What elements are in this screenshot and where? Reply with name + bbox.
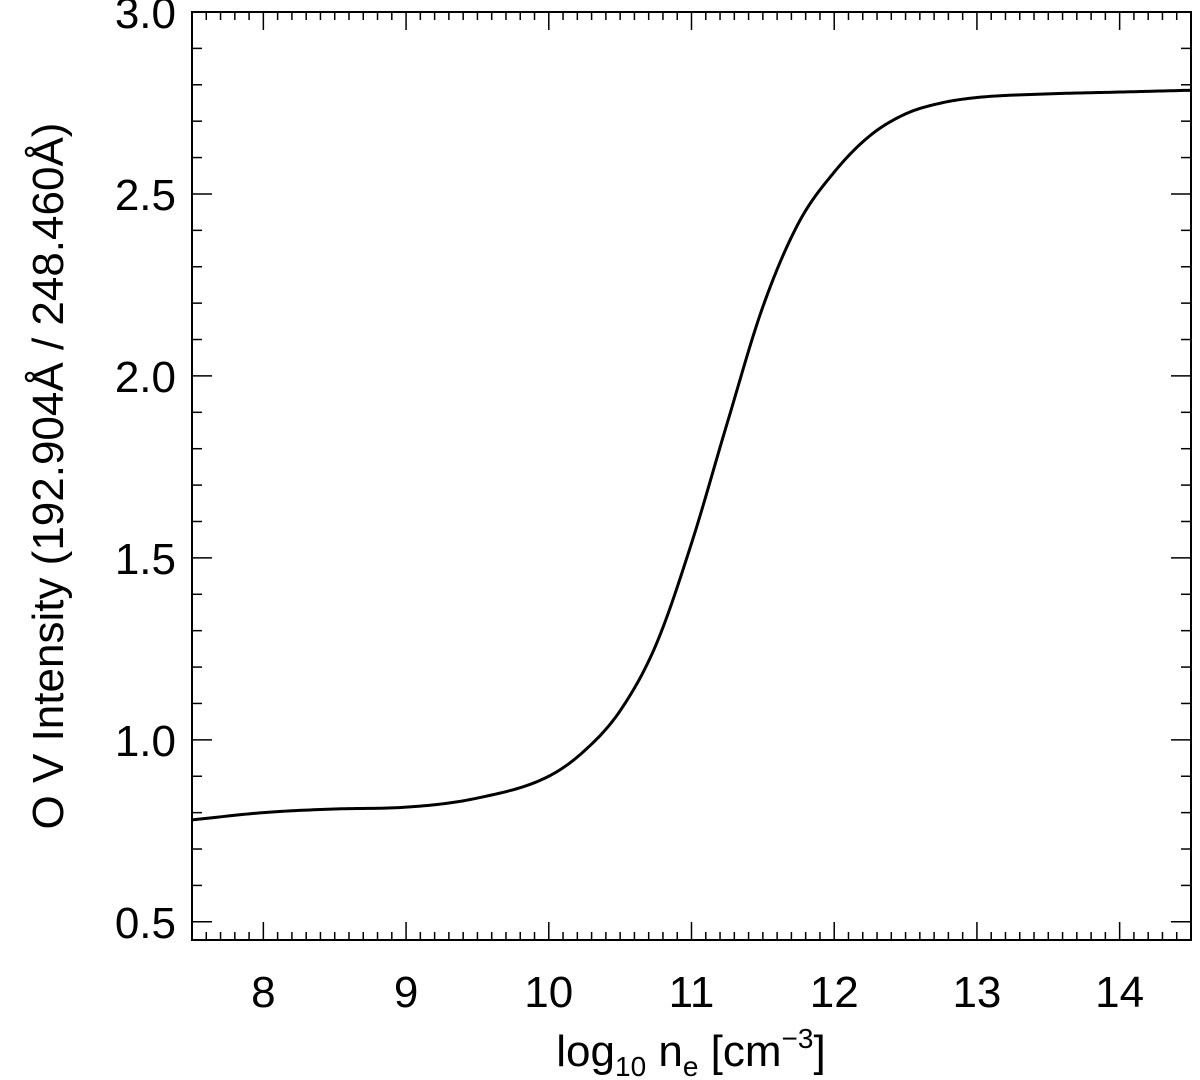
x-tick-label: 12 [810, 968, 859, 1017]
data-line [191, 88, 1192, 822]
x-tick-label: 11 [669, 968, 715, 1017]
ticks [191, 11, 1192, 940]
y-tick-label: 2.5 [115, 171, 176, 220]
y-axis-title: O V Intensity (192.904Å / 248.460Å) [24, 123, 73, 830]
x-tick-label: 10 [524, 968, 573, 1017]
y-tick-label: 3.0 [115, 0, 176, 38]
y-tick-label: 1.0 [115, 717, 176, 766]
x-tick-label: 13 [952, 968, 1001, 1017]
y-tick-label: 1.5 [115, 535, 176, 584]
x-tick-label: 8 [251, 968, 275, 1017]
x-axis-title: log10 ne [cm−3] [556, 1023, 825, 1080]
tick-labels: 8 9 10 11 12 13 14 0.5 1.0 1.5 2.0 2.5 3.0 [115, 0, 1144, 1017]
y-tick-label: 0.5 [115, 899, 176, 948]
x-tick-label: 14 [1095, 968, 1144, 1017]
x-tick-label: 9 [394, 968, 418, 1017]
y-tick-label: 2.0 [115, 353, 176, 402]
plot-frame [191, 11, 1192, 941]
